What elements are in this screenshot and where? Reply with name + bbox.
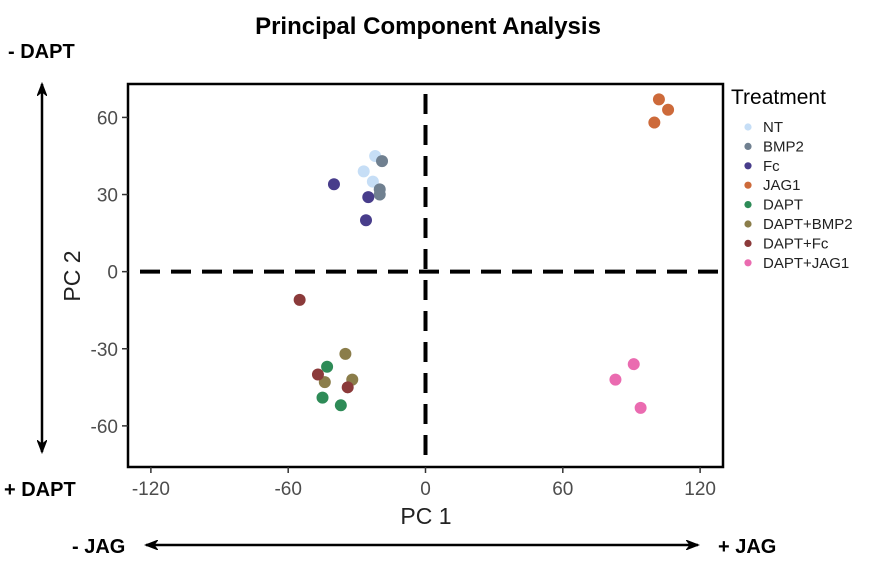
legend-swatch-dapt-bmp2	[744, 220, 752, 228]
bottom-left-arrow-label: - JAG	[72, 536, 125, 558]
legend-swatch-fc	[744, 162, 752, 170]
point-jag1	[652, 93, 665, 106]
point-dapt-fc	[311, 368, 324, 381]
y-axis-ticks: 60 30 0 -30 -60	[91, 108, 128, 438]
point-bmp2	[376, 155, 389, 168]
x-tick-label: 0	[420, 479, 431, 500]
point-dapt-bmp2	[339, 347, 352, 360]
legend-swatch-jag1	[744, 181, 752, 189]
bottom-left-label: + DAPT	[4, 479, 76, 501]
x-axis-ticks: -120 -60 0 60 120	[132, 467, 716, 500]
point-dapt	[334, 399, 347, 412]
plot-panel	[126, 82, 725, 469]
point-fc	[360, 214, 372, 227]
legend-label-bmp2: BMP2	[763, 138, 804, 155]
legend-label-dapt-fc: DAPT+Fc	[763, 235, 829, 252]
point-jag1	[662, 103, 675, 116]
point-fc	[362, 191, 375, 204]
top-left-label: - DAPT	[8, 41, 75, 63]
point-dapt-jag1	[627, 358, 640, 371]
point-dapt-fc	[293, 293, 306, 306]
legend-swatch-dapt	[744, 201, 752, 209]
point-dapt-jag1	[634, 401, 647, 414]
x-tick-label: 60	[552, 479, 573, 500]
legend-swatch-dapt-jag1	[744, 259, 752, 267]
data-points	[293, 93, 675, 414]
legend-label-fc: Fc	[763, 158, 780, 175]
x-tick-label: 120	[684, 479, 716, 500]
point-dapt	[321, 360, 334, 373]
y-tick-label: 0	[107, 263, 118, 284]
x-axis-title: PC 1	[400, 503, 451, 529]
x-tick-label: -60	[274, 479, 301, 500]
point-dapt-fc	[341, 381, 354, 394]
legend-label-dapt: DAPT	[763, 197, 803, 214]
reference-lines	[140, 94, 719, 467]
point-dapt-jag1	[609, 373, 622, 386]
point-nt	[357, 165, 370, 178]
legend-title: Treatment	[731, 86, 826, 109]
y-axis-title: PC 2	[59, 250, 85, 301]
point-bmp2	[373, 188, 386, 201]
point-jag1	[648, 116, 661, 129]
x-tick-label: -120	[132, 479, 170, 500]
legend-label-dapt-bmp2: DAPT+BMP2	[763, 216, 853, 233]
legend-label-jag1: JAG1	[763, 177, 801, 194]
legend-label-dapt-jag1: DAPT+JAG1	[763, 255, 849, 272]
legend-swatch-nt	[744, 123, 752, 131]
y-tick-label: 60	[97, 108, 118, 129]
point-fc	[327, 178, 340, 191]
point-dapt-bmp2	[318, 376, 331, 389]
legend: NT BMP2 Fc JAG1 DAPT DAPT+BMP2 DAPT+Fc DAPT+JAG…	[744, 119, 853, 272]
bottom-right-arrow-label: + JAG	[718, 536, 776, 558]
y-tick-label: -60	[91, 417, 118, 438]
y-tick-label: 30	[97, 186, 118, 207]
legend-swatch-bmp2	[744, 142, 752, 150]
point-nt	[366, 175, 379, 188]
chart-title: Principal Component Analysis	[255, 13, 601, 40]
point-dapt	[316, 391, 329, 404]
y-tick-label: -30	[91, 340, 118, 361]
legend-swatch-dapt-fc	[744, 239, 752, 247]
legend-label-nt: NT	[763, 119, 783, 136]
